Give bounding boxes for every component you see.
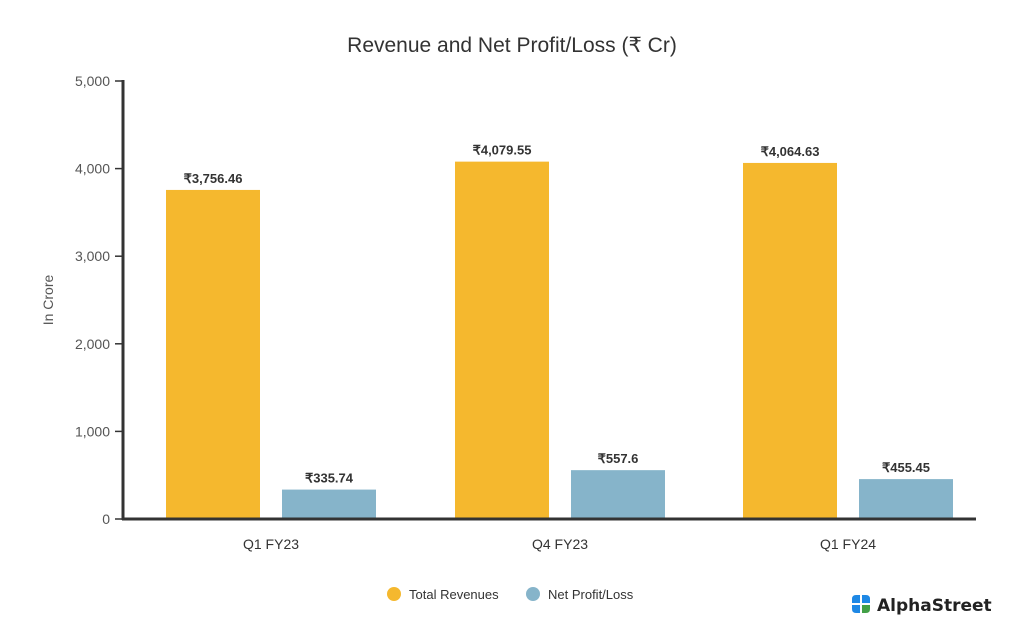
alphastreet-logo-icon bbox=[852, 595, 870, 613]
logo-quadrant bbox=[862, 595, 870, 603]
y-tick-label: 1,000 bbox=[75, 423, 110, 439]
alphastreet-logo: AlphaStreet bbox=[852, 595, 992, 616]
data-label: ₹4,064.63 bbox=[761, 144, 820, 159]
y-tick-label: 0 bbox=[102, 511, 110, 527]
chart-title: Revenue and Net Profit/Loss (₹ Cr) bbox=[347, 34, 677, 57]
legend-label-net-profit-loss: Net Profit/Loss bbox=[548, 587, 634, 602]
legend-swatch-net-profit-loss bbox=[526, 587, 540, 601]
y-axis-label: In Crore bbox=[40, 275, 56, 326]
data-label: ₹3,756.46 bbox=[184, 171, 243, 186]
bar-total-revenues-q1-fy24 bbox=[743, 162, 837, 519]
logo-quadrant bbox=[852, 605, 860, 613]
data-label: ₹335.74 bbox=[305, 471, 354, 486]
legend-item-net-profit-loss[interactable]: Net Profit/Loss bbox=[526, 587, 634, 602]
y-tick-label: 3,000 bbox=[75, 248, 110, 264]
legend-label-total-revenues: Total Revenues bbox=[409, 587, 499, 602]
x-axis-labels: Q1 FY23 Q4 FY23 Q1 FY24 bbox=[243, 536, 876, 552]
y-axis-ticks: 0 1,000 2,000 3,000 4,000 5,000 bbox=[75, 73, 123, 527]
x-tick-label: Q1 FY23 bbox=[243, 536, 299, 552]
x-tick-label: Q4 FY23 bbox=[532, 536, 588, 552]
legend-swatch-total-revenues bbox=[387, 587, 401, 601]
data-label: ₹455.45 bbox=[882, 460, 930, 475]
legend-item-total-revenues[interactable]: Total Revenues bbox=[387, 587, 499, 602]
bars bbox=[166, 161, 953, 520]
alphastreet-logo-text: AlphaStreet bbox=[877, 596, 992, 616]
data-label: ₹4,079.55 bbox=[473, 143, 532, 158]
x-tick-label: Q1 FY24 bbox=[820, 536, 876, 552]
bar-net-profit-loss-q4-fy23 bbox=[571, 470, 665, 519]
y-tick-label: 5,000 bbox=[75, 73, 110, 89]
y-tick-label: 2,000 bbox=[75, 336, 110, 352]
data-labels: ₹3,756.46 ₹335.74 ₹4,079.55 ₹557.6 ₹4,064.63… bbox=[184, 143, 930, 486]
logo-quadrant bbox=[852, 595, 860, 603]
bar-net-profit-loss-q1-fy23 bbox=[282, 489, 376, 519]
data-label: ₹557.6 bbox=[598, 451, 639, 466]
y-tick-label: 4,000 bbox=[75, 161, 110, 177]
bar-total-revenues-q1-fy23 bbox=[166, 189, 260, 520]
legend: Total Revenues Net Profit/Loss bbox=[387, 587, 634, 602]
bar-total-revenues-q4-fy23 bbox=[455, 161, 549, 520]
logo-quadrant bbox=[862, 605, 870, 613]
bar-net-profit-loss-q1-fy24 bbox=[859, 479, 953, 519]
